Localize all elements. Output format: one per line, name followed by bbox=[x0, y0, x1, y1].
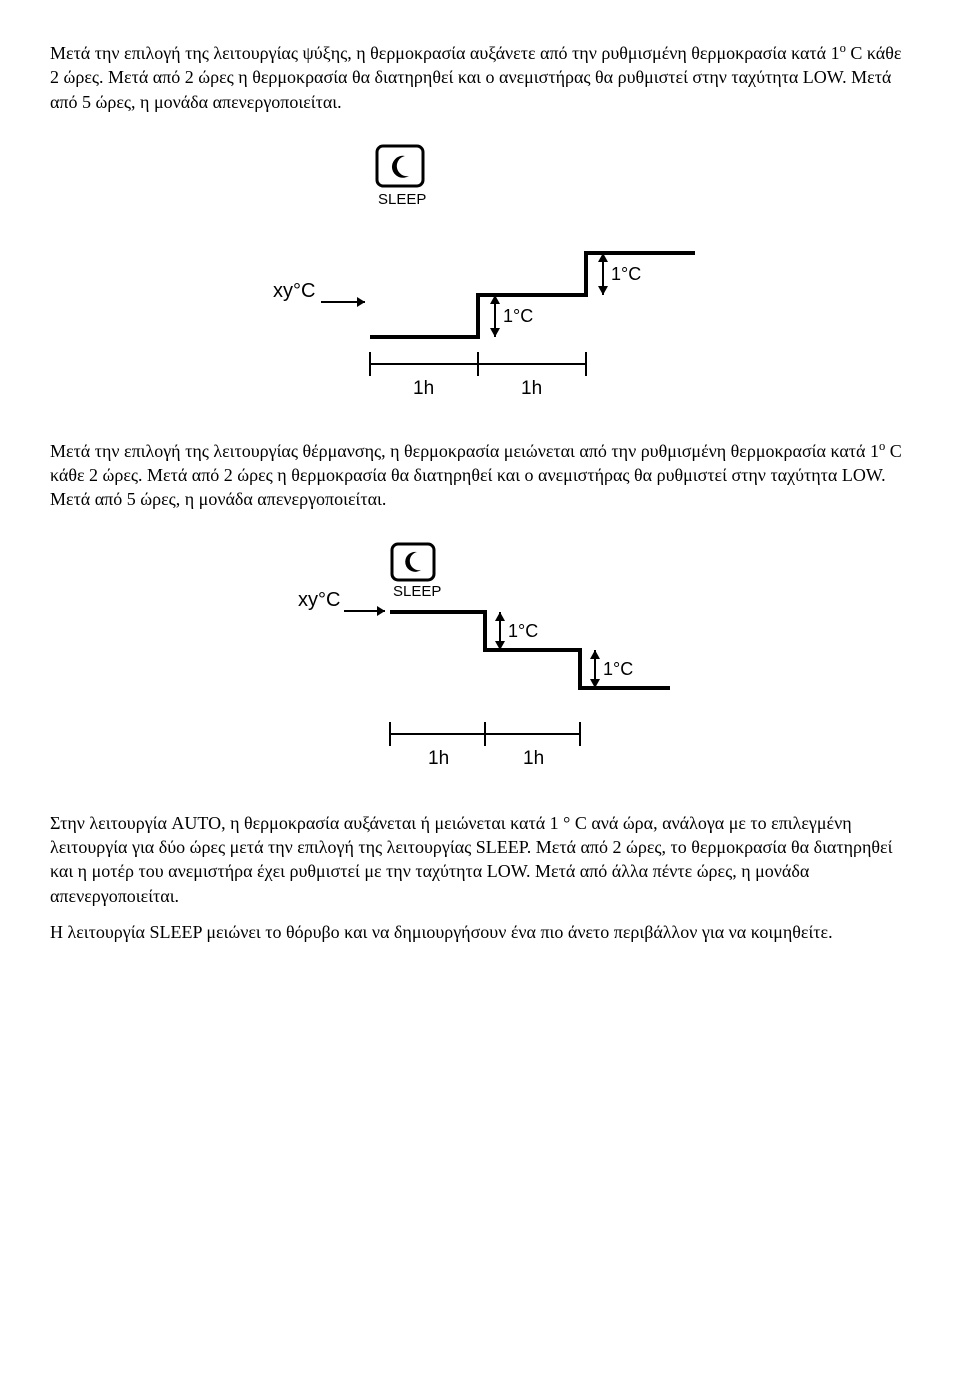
step-delta-label-1: 1°C bbox=[508, 621, 538, 641]
step-delta-label-1: 1°C bbox=[503, 306, 533, 326]
y-axis-label: xy°C bbox=[298, 589, 340, 611]
text: Στην λειτουργία AUTO, η θερμοκρασία αυξά… bbox=[50, 813, 892, 906]
paragraph-heating: Μετά την επιλογή της λειτουργίας θέρμανσ… bbox=[50, 438, 910, 512]
text: Μετά την επιλογή της λειτουργίας θέρμανσ… bbox=[50, 441, 879, 461]
text: Η λειτουργία SLEEP μειώνει το θόρυβο και… bbox=[50, 922, 833, 942]
step-delta-label-2: 1°C bbox=[611, 264, 641, 284]
sleep-label: SLEEP bbox=[378, 191, 426, 208]
hour-label-2: 1h bbox=[523, 748, 544, 769]
diagram-heating-step-down: SLEEP xy°C 1°C 1°C 1h 1h bbox=[50, 540, 910, 775]
diagram-cooling-step-up: SLEEP xy°C 1°C 1°C 1h 1h bbox=[50, 142, 910, 402]
text: Μετά την επιλογή της λειτουργίας ψύξης, … bbox=[50, 43, 840, 63]
paragraph-cooling: Μετά την επιλογή της λειτουργίας ψύξης, … bbox=[50, 40, 910, 114]
paragraph-sleep-note: Η λειτουργία SLEEP μειώνει το θόρυβο και… bbox=[50, 920, 910, 944]
hour-label-2: 1h bbox=[521, 378, 542, 399]
paragraph-auto: Στην λειτουργία AUTO, η θερμοκρασία αυξά… bbox=[50, 811, 910, 908]
y-axis-label: xy°C bbox=[273, 280, 315, 302]
hour-label-1: 1h bbox=[413, 378, 434, 399]
sleep-label: SLEEP bbox=[393, 583, 441, 600]
step-delta-label-2: 1°C bbox=[603, 659, 633, 679]
hour-label-1: 1h bbox=[428, 748, 449, 769]
